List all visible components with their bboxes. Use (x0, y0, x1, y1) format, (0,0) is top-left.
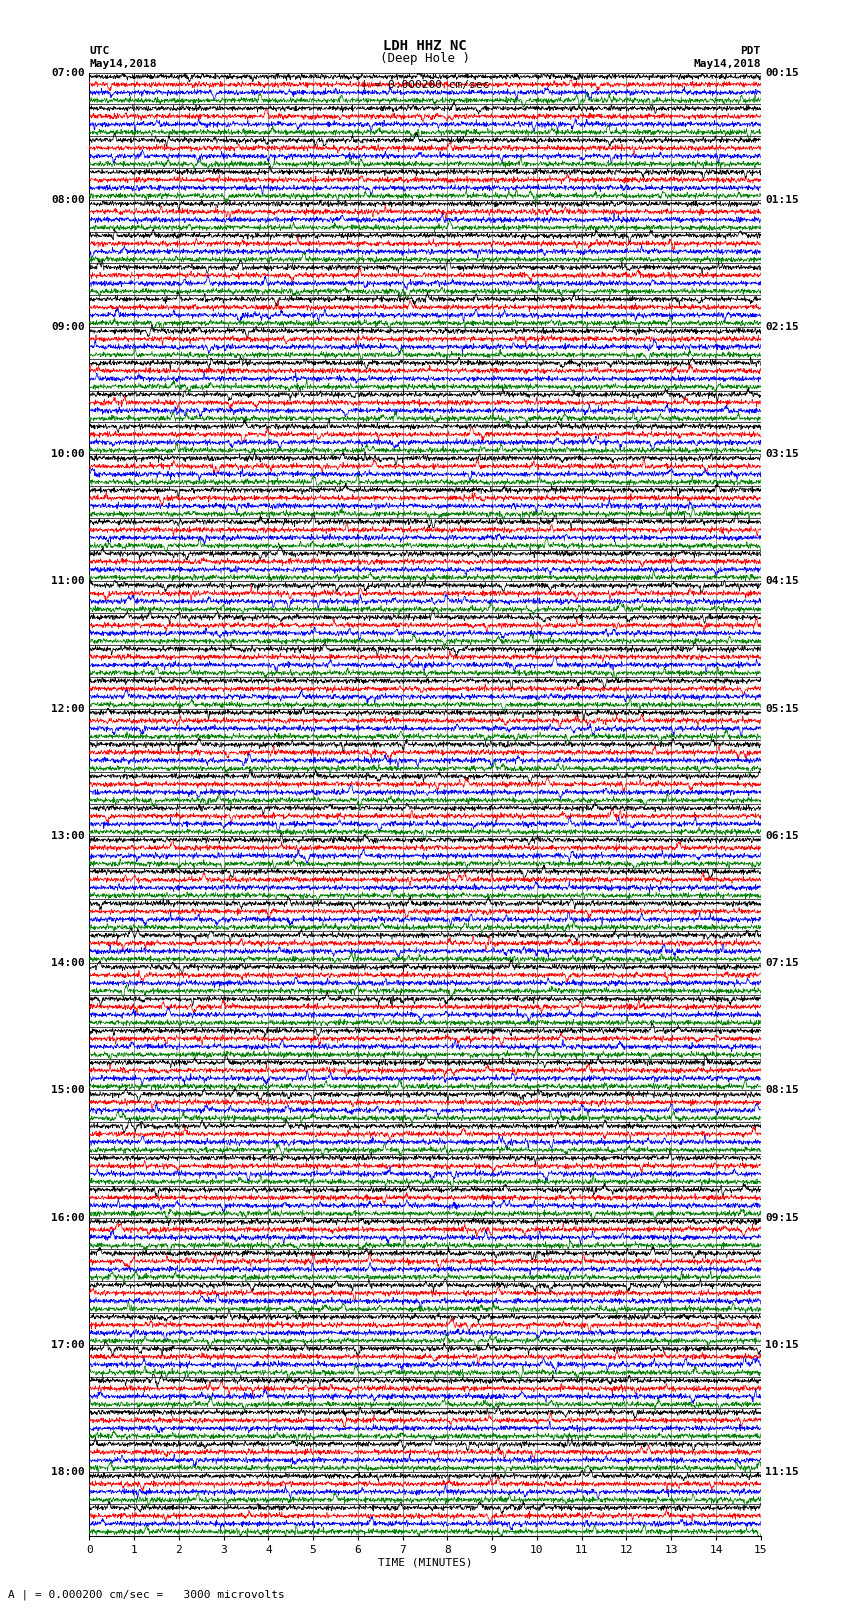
Text: 10:15: 10:15 (765, 1340, 799, 1350)
Text: May14,2018: May14,2018 (89, 60, 156, 69)
Text: 15:00: 15:00 (51, 1086, 85, 1095)
Text: 06:15: 06:15 (765, 831, 799, 840)
Text: 12:00: 12:00 (51, 703, 85, 713)
Text: 11:00: 11:00 (51, 576, 85, 587)
Text: 05:15: 05:15 (765, 703, 799, 713)
Text: 02:15: 02:15 (765, 323, 799, 332)
Text: 04:15: 04:15 (765, 576, 799, 587)
Text: UTC: UTC (89, 47, 110, 56)
Text: 09:00: 09:00 (51, 323, 85, 332)
Text: 07:15: 07:15 (765, 958, 799, 968)
Text: May14,2018: May14,2018 (694, 60, 761, 69)
Text: PDT: PDT (740, 47, 761, 56)
Text: 18:00: 18:00 (51, 1466, 85, 1478)
Text: 03:15: 03:15 (765, 450, 799, 460)
Text: 16:00: 16:00 (51, 1213, 85, 1223)
Text: 10:00: 10:00 (51, 450, 85, 460)
Text: 17:00: 17:00 (51, 1340, 85, 1350)
Text: 01:15: 01:15 (765, 195, 799, 205)
Text: A | = 0.000200 cm/sec =   3000 microvolts: A | = 0.000200 cm/sec = 3000 microvolts (8, 1589, 286, 1600)
Text: 00:15: 00:15 (765, 68, 799, 77)
Text: 07:00: 07:00 (51, 68, 85, 77)
Text: (Deep Hole ): (Deep Hole ) (380, 52, 470, 65)
Text: 13:00: 13:00 (51, 831, 85, 840)
Text: 14:00: 14:00 (51, 958, 85, 968)
Text: 09:15: 09:15 (765, 1213, 799, 1223)
Text: LDH HHZ NC: LDH HHZ NC (383, 39, 467, 53)
Text: | = 0.000200 cm/sec: | = 0.000200 cm/sec (361, 79, 489, 90)
X-axis label: TIME (MINUTES): TIME (MINUTES) (377, 1558, 473, 1568)
Text: 08:00: 08:00 (51, 195, 85, 205)
Text: 08:15: 08:15 (765, 1086, 799, 1095)
Text: 11:15: 11:15 (765, 1466, 799, 1478)
